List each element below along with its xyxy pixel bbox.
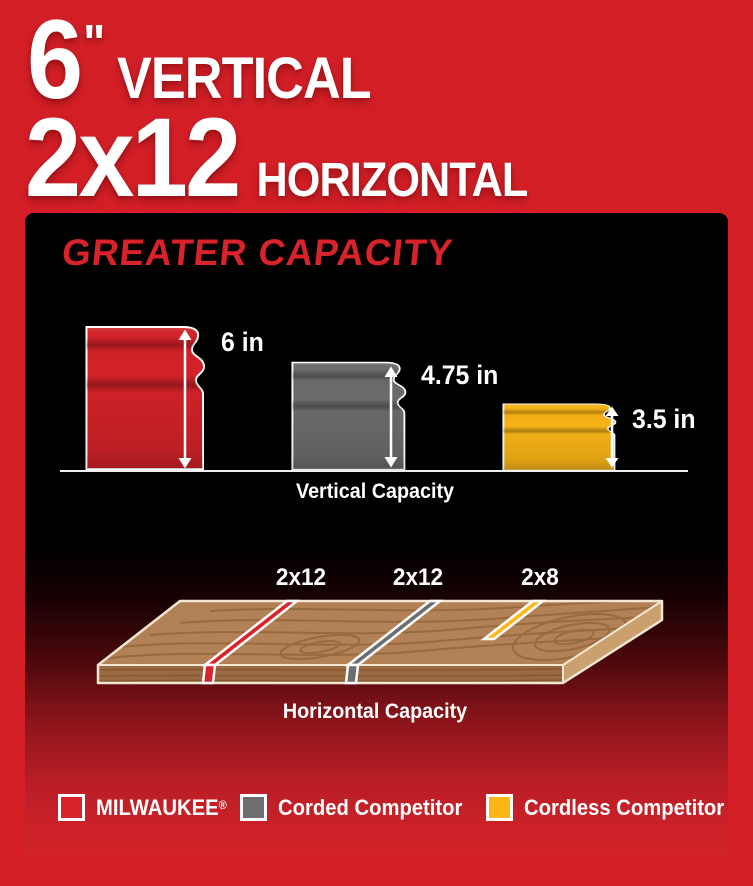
chart-baseline [60, 470, 688, 472]
legend-item-cordless: Cordless Competitor [486, 794, 742, 821]
hero-line-vertical: 6 " VERTICAL [27, 0, 372, 122]
cut-label-cordless: 2x8 [521, 564, 559, 591]
legend-swatch-red [58, 794, 85, 821]
value-label-cordless: 3.5 in [632, 404, 696, 434]
measure-arrow-icon [178, 329, 192, 469]
cut-label-milwaukee: 2x12 [275, 564, 327, 591]
legend-item-corded: Corded Competitor [240, 794, 478, 821]
legend-label: Corded Competitor [278, 794, 463, 820]
measure-arrow-icon [384, 366, 398, 468]
legend-swatch-gray [240, 794, 267, 821]
measure-arrow-icon [605, 406, 619, 468]
value-label-milwaukee: 6 in [221, 327, 264, 357]
registered-mark: ® [218, 797, 227, 812]
hero-label-horizontal: HORIZONTAL [256, 154, 528, 207]
hero-line-horizontal: 2x12 HORIZONTAL [25, 95, 528, 220]
panel-title: GREATER CAPACITY [60, 232, 456, 273]
cut-label-corded: 2x12 [392, 564, 444, 591]
kerf-corded-front [344, 663, 360, 685]
value-label-corded: 4.75 in [421, 360, 499, 390]
wood-side-face [563, 601, 662, 683]
legend-label: MILWAUKEE® [96, 794, 227, 820]
wood-inner-edges [98, 600, 663, 683]
legend-item-milwaukee: MILWAUKEE® [58, 794, 238, 821]
kerf-milwaukee-front [201, 663, 217, 685]
hero-label-vertical: VERTICAL [116, 46, 372, 111]
cut-kerfs [201, 599, 547, 685]
hero-value-6in: 6 [27, 0, 83, 122]
inch-mark: " [83, 15, 105, 73]
legend-label: Cordless Competitor [524, 794, 725, 820]
wood-front-grain [97, 668, 564, 682]
capacity-panel [25, 213, 728, 858]
hero-value-2x12: 2x12 [25, 95, 241, 220]
kerf-cordless-top [480, 599, 547, 641]
vertical-capacity-title: Vertical Capacity [295, 480, 455, 503]
wood-board-illustration [96, 599, 664, 685]
horizontal-capacity-title: Horizontal Capacity [282, 700, 468, 723]
legend-swatch-yellow [486, 794, 513, 821]
